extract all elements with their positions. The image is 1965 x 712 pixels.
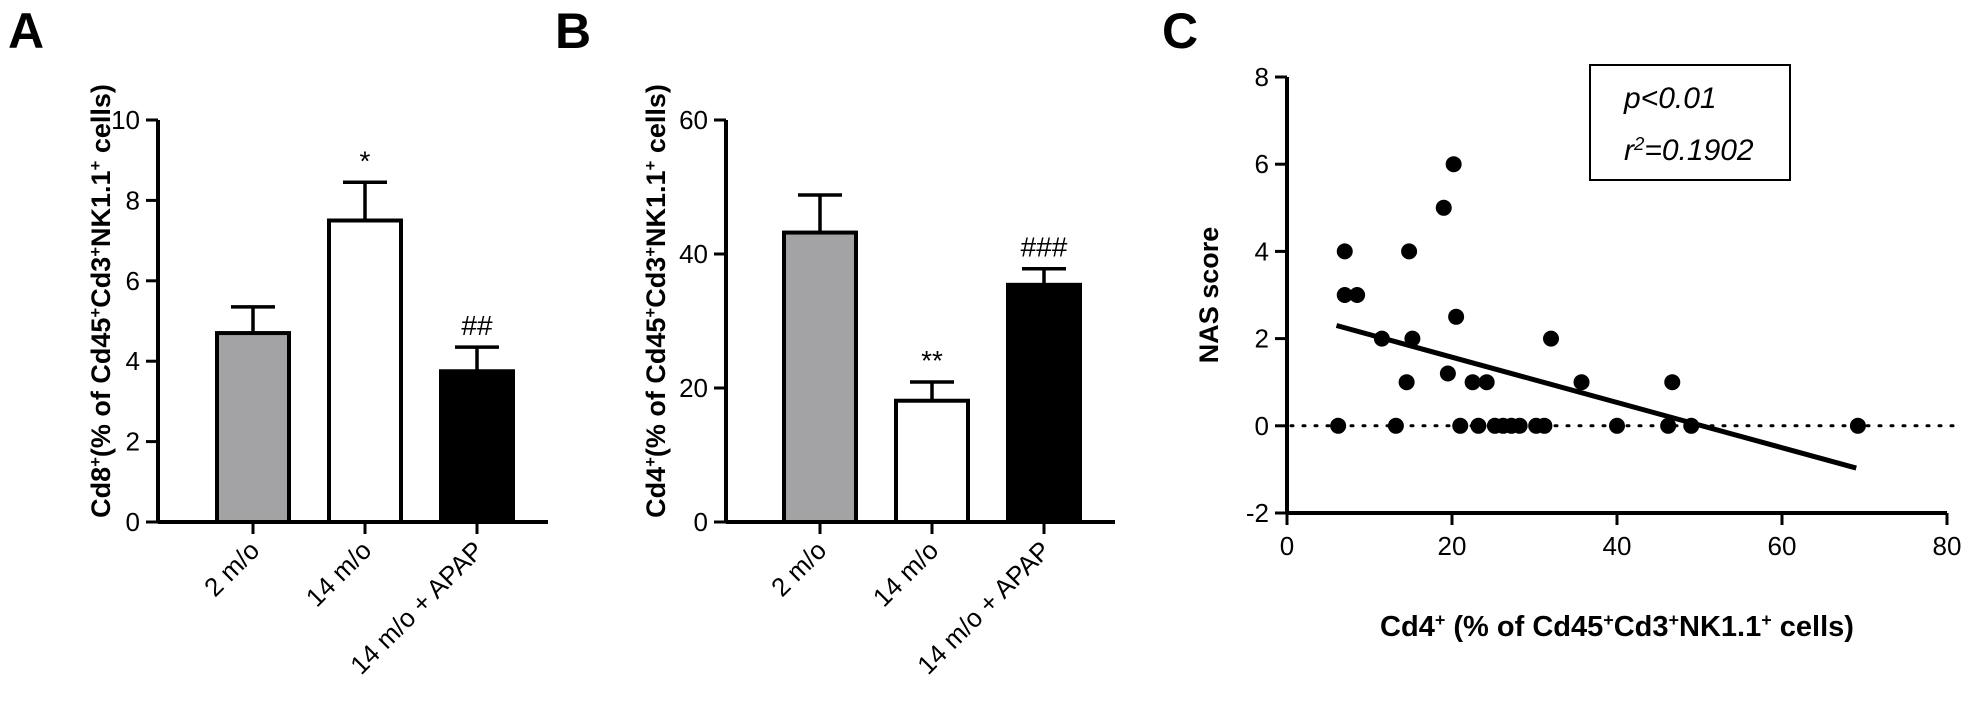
y-tick-label: 4 bbox=[1255, 236, 1269, 266]
x-tick-label: 2 m/o bbox=[765, 535, 832, 602]
p-value-text: p<0.01 bbox=[1623, 82, 1717, 115]
panel-label-c: C bbox=[1162, 3, 1198, 59]
y-tick-label: 0 bbox=[694, 507, 708, 537]
x-tick-label: 0 bbox=[1280, 531, 1294, 561]
data-point bbox=[1478, 374, 1495, 391]
data-point bbox=[1401, 243, 1418, 260]
data-point bbox=[1445, 156, 1462, 173]
y-tick-label: 0 bbox=[126, 507, 140, 537]
y-tick-label: 10 bbox=[111, 105, 140, 135]
y-tick-label: 60 bbox=[679, 105, 708, 135]
data-point bbox=[1398, 374, 1415, 391]
data-point bbox=[1336, 243, 1353, 260]
data-point bbox=[1387, 417, 1404, 434]
y-tick-label: -2 bbox=[1246, 498, 1269, 528]
x-tick-label: 80 bbox=[1933, 531, 1962, 561]
data-point bbox=[1511, 417, 1528, 434]
x-tick-label: 20 bbox=[1438, 531, 1467, 561]
y-tick-label: 4 bbox=[126, 346, 140, 376]
y-tick-label: 2 bbox=[126, 427, 140, 457]
bar bbox=[1006, 282, 1082, 524]
data-point bbox=[1404, 330, 1421, 347]
data-point bbox=[1660, 417, 1677, 434]
bar bbox=[894, 398, 970, 525]
significance-label: * bbox=[360, 145, 371, 176]
y-axis-title: NAS score bbox=[1194, 227, 1224, 364]
regression-line bbox=[1335, 323, 1857, 471]
x-tick-label: 60 bbox=[1768, 531, 1797, 561]
significance-label: ** bbox=[921, 345, 943, 376]
y-tick-label: 8 bbox=[1255, 62, 1269, 92]
r-squared-text: r2=0.1902 bbox=[1624, 133, 1754, 168]
data-point bbox=[1330, 417, 1347, 434]
data-point bbox=[1683, 417, 1700, 434]
y-axis-title: Cd4+(% of Cd45+Cd3+NK1.1+ cells) bbox=[641, 84, 672, 518]
y-tick-label: 20 bbox=[679, 373, 708, 403]
data-point bbox=[1349, 287, 1366, 303]
bar bbox=[327, 218, 403, 524]
data-point bbox=[1664, 374, 1681, 391]
y-tick-label: 8 bbox=[126, 185, 140, 215]
y-axis-title: Cd8+(% of Cd45+Cd3+NK1.1+ cells) bbox=[86, 84, 117, 518]
x-tick-label: 14 m/o bbox=[300, 535, 377, 612]
y-tick-label: 0 bbox=[1255, 411, 1269, 441]
bar bbox=[439, 369, 515, 524]
x-tick-label: 14 m/o bbox=[867, 535, 944, 612]
data-point bbox=[1336, 287, 1353, 303]
bar bbox=[782, 230, 858, 524]
data-point bbox=[1452, 417, 1469, 434]
y-tick-label: 40 bbox=[679, 239, 708, 269]
data-point bbox=[1536, 417, 1553, 434]
y-tick-label: 6 bbox=[1255, 149, 1269, 179]
data-point bbox=[1439, 365, 1456, 382]
data-point bbox=[1464, 374, 1481, 391]
y-tick-label: 6 bbox=[126, 266, 140, 296]
data-point bbox=[1448, 308, 1465, 325]
data-point bbox=[1435, 199, 1452, 216]
panel-label-b: B bbox=[555, 3, 591, 59]
data-point bbox=[1849, 417, 1866, 434]
x-tick-label: 2 m/o bbox=[198, 535, 265, 602]
data-point bbox=[1609, 417, 1625, 434]
data-point bbox=[1573, 374, 1590, 391]
significance-label: ### bbox=[1021, 232, 1068, 263]
stats-box bbox=[1589, 64, 1791, 181]
data-point bbox=[1373, 330, 1390, 347]
x-axis-title: Cd4+ (% of Cd45+Cd3+NK1.1+ cells) bbox=[1380, 610, 1854, 643]
data-point bbox=[1543, 330, 1559, 347]
significance-label: ## bbox=[461, 310, 493, 341]
y-tick-label: 2 bbox=[1255, 324, 1269, 354]
data-point bbox=[1470, 417, 1487, 434]
panel-label-a: A bbox=[8, 3, 44, 59]
bar bbox=[215, 331, 291, 524]
x-tick-label: 40 bbox=[1603, 531, 1632, 561]
